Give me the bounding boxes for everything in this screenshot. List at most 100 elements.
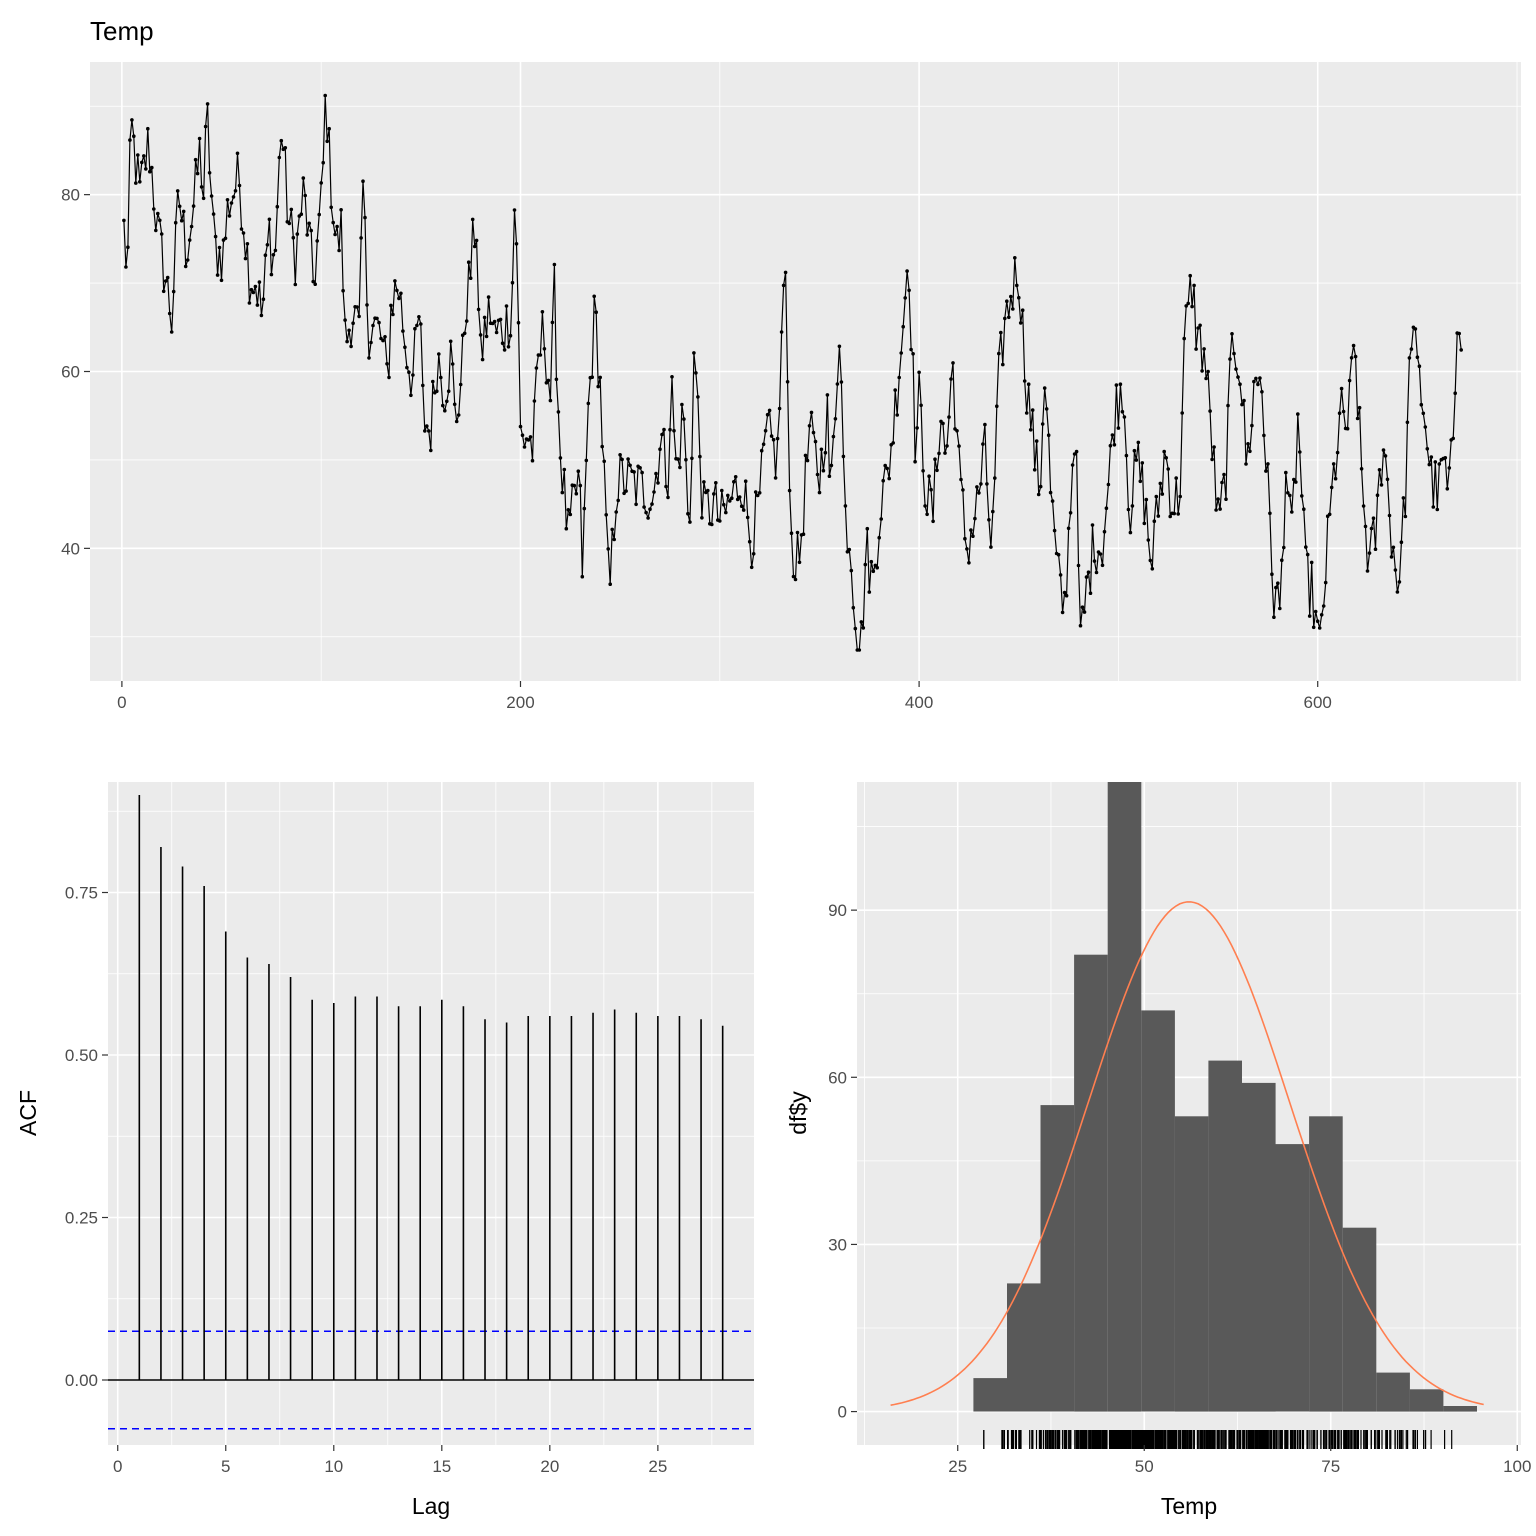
temp-data-point: [1409, 347, 1414, 351]
temp-data-point: [670, 375, 674, 379]
temp-data-point: [1393, 568, 1398, 572]
temp-data-point: [785, 380, 790, 384]
temp-data-point: [309, 228, 314, 233]
temp-data-point: [1116, 426, 1121, 430]
temp-data-point: [409, 393, 413, 398]
temp-data-point: [1180, 411, 1184, 415]
temp-data-point: [841, 454, 846, 459]
temp-data-point: [1319, 613, 1324, 617]
temp-data-point: [749, 565, 754, 570]
temp-data-point: [915, 426, 919, 430]
temp-data-point: [951, 361, 955, 365]
temp-data-point: [698, 454, 702, 459]
temp-data-point: [1202, 347, 1206, 351]
temp-data-point: [1276, 581, 1280, 585]
temp-data-point: [606, 547, 610, 551]
temp-data-point: [263, 253, 268, 257]
histogram-bar: [1174, 1116, 1209, 1412]
temp-data-point: [1090, 523, 1095, 527]
temp-data-point: [411, 373, 415, 377]
temp-data-point: [901, 324, 905, 329]
time-series-y-axis: 40 60 80: [61, 186, 90, 558]
x-tick-label: 600: [1304, 693, 1332, 712]
temp-data-point: [273, 248, 278, 253]
x-tick-label: 50: [1135, 1457, 1154, 1476]
temp-data-point: [1013, 255, 1017, 260]
temp-data-point: [612, 537, 616, 542]
temp-data-point: [877, 535, 881, 540]
histogram-bar: [1443, 1406, 1477, 1412]
histogram-y-axis-title: df$y: [785, 1091, 811, 1135]
temp-data-point: [231, 195, 236, 199]
temp-data-point: [574, 491, 579, 496]
x-tick-label: 20: [540, 1457, 559, 1476]
temp-data-point: [620, 457, 624, 462]
temp-data-point: [604, 513, 608, 517]
temp-data-point: [197, 136, 202, 141]
temp-data-point: [1064, 593, 1069, 598]
temp-data-point: [775, 436, 780, 441]
temp-data-point: [169, 330, 174, 334]
temp-data-point: [680, 402, 684, 407]
temp-data-point: [594, 310, 598, 315]
temp-data-point: [429, 448, 433, 453]
temp-data-point: [371, 323, 375, 328]
temp-data-point: [167, 311, 172, 316]
temp-data-point: [1286, 491, 1290, 495]
y-tick-label: 80: [61, 186, 80, 205]
histogram-bar: [1309, 1116, 1343, 1412]
temp-data-point: [773, 476, 778, 480]
temp-data-point: [305, 233, 310, 237]
temp-data-point: [1407, 356, 1412, 360]
histogram-bar: [1208, 1060, 1242, 1412]
temp-data-point: [696, 395, 700, 399]
temp-data-point: [132, 134, 136, 138]
acf-y-axis: 0.00 0.25 0.50 0.75: [65, 884, 108, 1390]
temp-data-point: [450, 362, 455, 366]
temp-data-point: [1244, 462, 1248, 466]
temp-data-point: [1311, 625, 1316, 630]
temp-data-point: [911, 352, 915, 356]
temp-data-point: [1082, 610, 1087, 614]
temp-data-point: [710, 522, 714, 527]
temp-data-point: [879, 517, 883, 521]
temp-data-point: [156, 211, 160, 216]
temp-data-point: [1445, 487, 1450, 491]
temp-data-point: [797, 560, 802, 565]
temp-data-point: [965, 547, 969, 551]
temp-data-point: [602, 459, 606, 464]
temp-data-point: [283, 146, 288, 150]
temp-data-point: [163, 279, 168, 283]
temp-data-point: [1040, 422, 1045, 426]
temp-data-point: [124, 265, 128, 269]
temp-data-point: [650, 502, 654, 506]
temp-data-point: [480, 357, 485, 362]
temp-data-point: [779, 330, 784, 334]
temp-data-point: [271, 253, 276, 257]
temp-data-point: [728, 499, 732, 503]
temp-data-point: [530, 458, 535, 463]
temp-data-point: [1373, 547, 1378, 551]
temp-data-point: [1080, 605, 1085, 609]
temp-data-point: [1136, 440, 1141, 445]
temp-data-point: [1084, 575, 1089, 579]
temp-data-point: [1355, 416, 1360, 421]
temp-data-point: [811, 430, 816, 435]
histogram-panel: 25 50 75 100 0 30 60 90 Temp df$y: [785, 782, 1531, 1519]
temp-data-point: [580, 574, 585, 579]
temp-data-point: [1296, 412, 1300, 416]
x-tick-label: 0: [113, 1457, 122, 1476]
temp-data-point: [203, 124, 208, 129]
temp-data-point: [1335, 450, 1340, 455]
temp-data-point: [600, 444, 604, 449]
temp-data-point: [1369, 526, 1374, 531]
temp-data-point: [835, 382, 840, 386]
temp-data-point: [1024, 411, 1029, 415]
x-tick-label: 75: [1321, 1457, 1340, 1476]
temp-data-point: [881, 478, 885, 483]
temp-data-point: [1098, 552, 1103, 556]
y-tick-label: 60: [61, 363, 80, 382]
temp-data-point: [241, 231, 246, 235]
histogram-x-axis-title: Temp: [1161, 1493, 1217, 1519]
temp-data-point: [831, 434, 836, 439]
